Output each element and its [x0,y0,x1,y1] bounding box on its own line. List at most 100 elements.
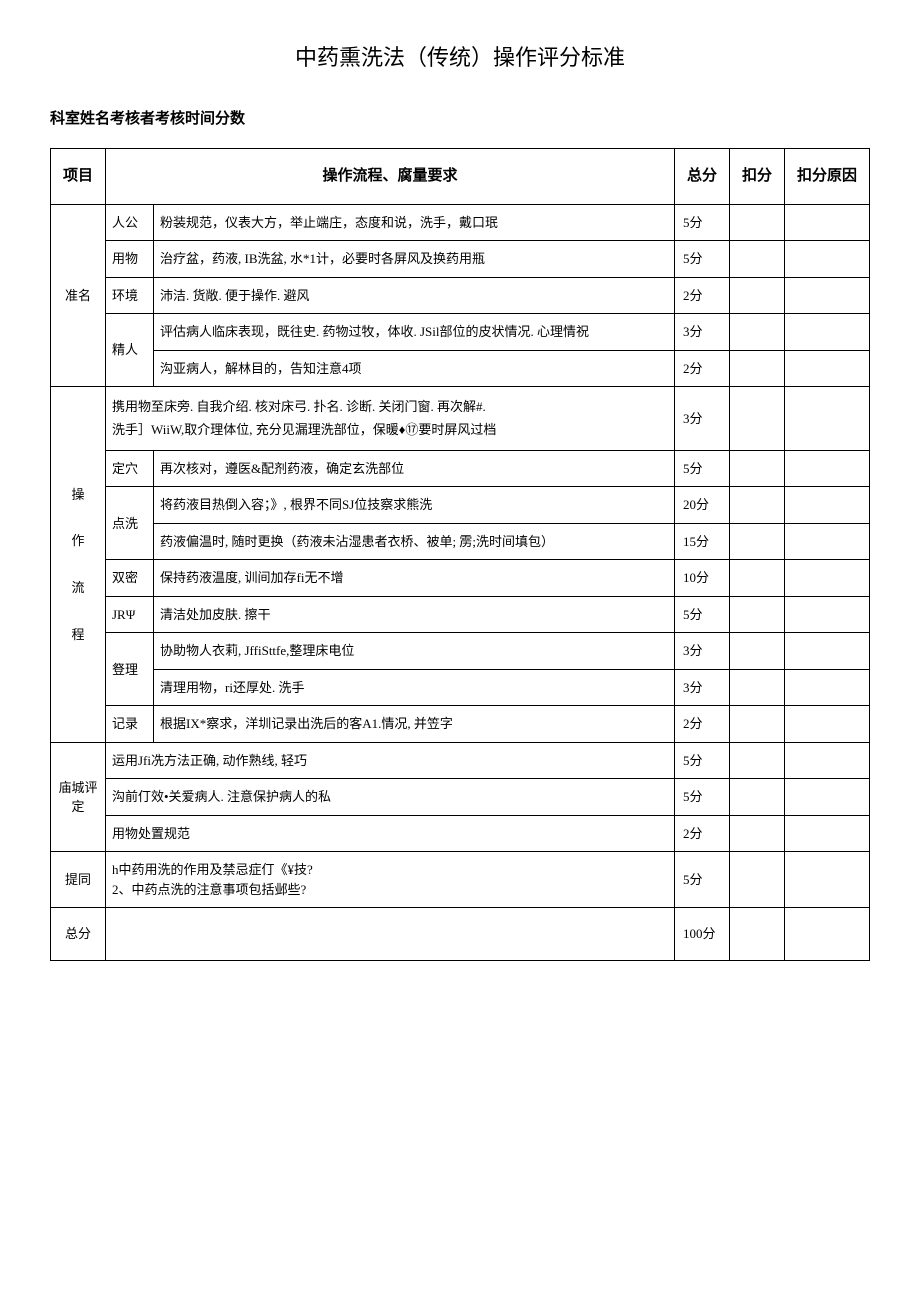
deduct-cell [730,350,785,387]
desc-cell: 清理用物，ri还厚处. 洗手 [154,669,675,706]
sub-label: 双密 [106,560,154,597]
desc-cell [106,908,675,961]
desc-cell: 运用Jfi冼方法正确, 动作熟线, 轻巧 [106,742,675,779]
score-cell: 2分 [675,277,730,314]
desc-cell: 评估病人临床表现，既往史. 药物过牧，体收. JSil部位的皮状情况. 心理情祝 [154,314,675,351]
sub-label: 点洗 [106,487,154,560]
score-cell: 5分 [675,852,730,908]
reason-cell [785,350,870,387]
header-flow: 操作流程、腐量要求 [106,149,675,205]
header-deduct: 扣分 [730,149,785,205]
reason-cell [785,387,870,451]
desc-cell: 再次核对，遵医&配剂药液，确定玄洗部位 [154,450,675,487]
sub-label: 用物 [106,241,154,278]
deduct-cell [730,633,785,670]
deduct-cell [730,706,785,743]
desc-cell: 协助物人衣莉, JffiSttfe,整理床电位 [154,633,675,670]
page-title: 中药熏洗法（传统）操作评分标准 [50,40,870,72]
score-cell: 2分 [675,815,730,852]
header-row: 项目 操作流程、腐量要求 总分 扣分 扣分原因 [51,149,870,205]
group-question: 提同 [51,852,106,908]
table-row: 环境 沛洁. 货敞. 便于操作. 避风 2分 [51,277,870,314]
score-cell: 5分 [675,596,730,633]
table-row: 用物处置规范 2分 [51,815,870,852]
score-cell: 5分 [675,241,730,278]
reason-cell [785,706,870,743]
sub-label: 人公 [106,204,154,241]
desc-cell: 药液偏温时, 随时更换（药液未沾湿患者衣桥、被单; 雳;洗时间填包） [154,523,675,560]
deduct-cell [730,241,785,278]
reason-cell [785,560,870,597]
score-cell: 20分 [675,487,730,524]
reason-cell [785,742,870,779]
score-cell: 3分 [675,314,730,351]
deduct-cell [730,852,785,908]
table-row: 豋理 协助物人衣莉, JffiSttfe,整理床电位 3分 [51,633,870,670]
score-cell: 2分 [675,706,730,743]
deduct-cell [730,204,785,241]
op-char: 程 [57,623,99,646]
table-row: 操 作 流 程 携用物至床旁. 自我介绍. 核对床弓. 扑名. 诊断. 关闭门窗… [51,387,870,451]
desc-cell: 沟亚病人，解林目的，告知注意4项 [154,350,675,387]
reason-cell [785,908,870,961]
deduct-cell [730,669,785,706]
op-char: 操 [57,483,99,506]
deduct-cell [730,487,785,524]
header-project: 项目 [51,149,106,205]
sub-label: 记录 [106,706,154,743]
deduct-cell [730,779,785,816]
desc-cell: 沟前仃效•关爱病人. 注意保护病人的私 [106,779,675,816]
deduct-cell [730,908,785,961]
desc-cell: 治疗盆，药液, IB洗盆, 水*1计，必要时各屏风及换药用瓶 [154,241,675,278]
table-row: 双密 保持药液温度, 训间加存fi无不增 10分 [51,560,870,597]
group-eval: 庙城评定 [51,742,106,852]
score-cell: 5分 [675,204,730,241]
table-row: 沟前仃效•关爱病人. 注意保护病人的私 5分 [51,779,870,816]
desc-cell: 将药液目热倒入容；》, 根界不同SJ位技察求熊洗 [154,487,675,524]
table-row: 用物 治疗盆，药液, IB洗盆, 水*1计，必要时各屏风及换药用瓶 5分 [51,241,870,278]
score-cell: 5分 [675,779,730,816]
score-cell: 100分 [675,908,730,961]
table-row: 点洗 将药液目热倒入容；》, 根界不同SJ位技察求熊洗 20分 [51,487,870,524]
reason-cell [785,204,870,241]
reason-cell [785,779,870,816]
desc-cell: h中药用洗的作用及禁忌症仃《¥技? 2、中药点洗的注意事项包括邺些? [106,852,675,908]
table-row: 总分 100分 [51,908,870,961]
deduct-cell [730,387,785,451]
reason-cell [785,277,870,314]
op-char: 作 [57,529,99,552]
group-prepare: 准名 [51,204,106,387]
desc-cell: 清洁处加皮肤. 擦干 [154,596,675,633]
deduct-cell [730,314,785,351]
reason-cell [785,596,870,633]
header-total: 总分 [675,149,730,205]
group-operate: 操 作 流 程 [51,387,106,743]
table-row: 庙城评定 运用Jfi冼方法正确, 动作熟线, 轻巧 5分 [51,742,870,779]
table-row: 准名 人公 粉装规范，仪表大方，举止端庄，态度和说，洗手，戴口珉 5分 [51,204,870,241]
page-subtitle: 科室姓名考核者考核时间分数 [50,107,870,128]
desc-cell: 用物处置规范 [106,815,675,852]
reason-cell [785,633,870,670]
reason-cell [785,450,870,487]
scoring-table: 项目 操作流程、腐量要求 总分 扣分 扣分原因 准名 人公 粉装规范，仪表大方，… [50,148,870,961]
sub-label: 精人 [106,314,154,387]
table-row: 记录 根据IX*察求，洋圳记录出洗后的客A1.情况, 并笠字 2分 [51,706,870,743]
op-char: 流 [57,576,99,599]
table-row: 清理用物，ri还厚处. 洗手 3分 [51,669,870,706]
table-row: JRΨ 清洁处加皮肤. 擦干 5分 [51,596,870,633]
reason-cell [785,852,870,908]
table-row: 精人 评估病人临床表现，既往史. 药物过牧，体收. JSil部位的皮状情况. 心… [51,314,870,351]
score-cell: 3分 [675,633,730,670]
score-cell: 3分 [675,669,730,706]
desc-cell: 沛洁. 货敞. 便于操作. 避风 [154,277,675,314]
reason-cell [785,523,870,560]
deduct-cell [730,277,785,314]
score-cell: 15分 [675,523,730,560]
deduct-cell [730,596,785,633]
desc-cell: 粉装规范，仪表大方，举止端庄，态度和说，洗手，戴口珉 [154,204,675,241]
deduct-cell [730,815,785,852]
score-cell: 2分 [675,350,730,387]
deduct-cell [730,560,785,597]
deduct-cell [730,742,785,779]
desc-cell: 携用物至床旁. 自我介绍. 核对床弓. 扑名. 诊断. 关闭门窗. 再次解#. … [106,387,675,451]
